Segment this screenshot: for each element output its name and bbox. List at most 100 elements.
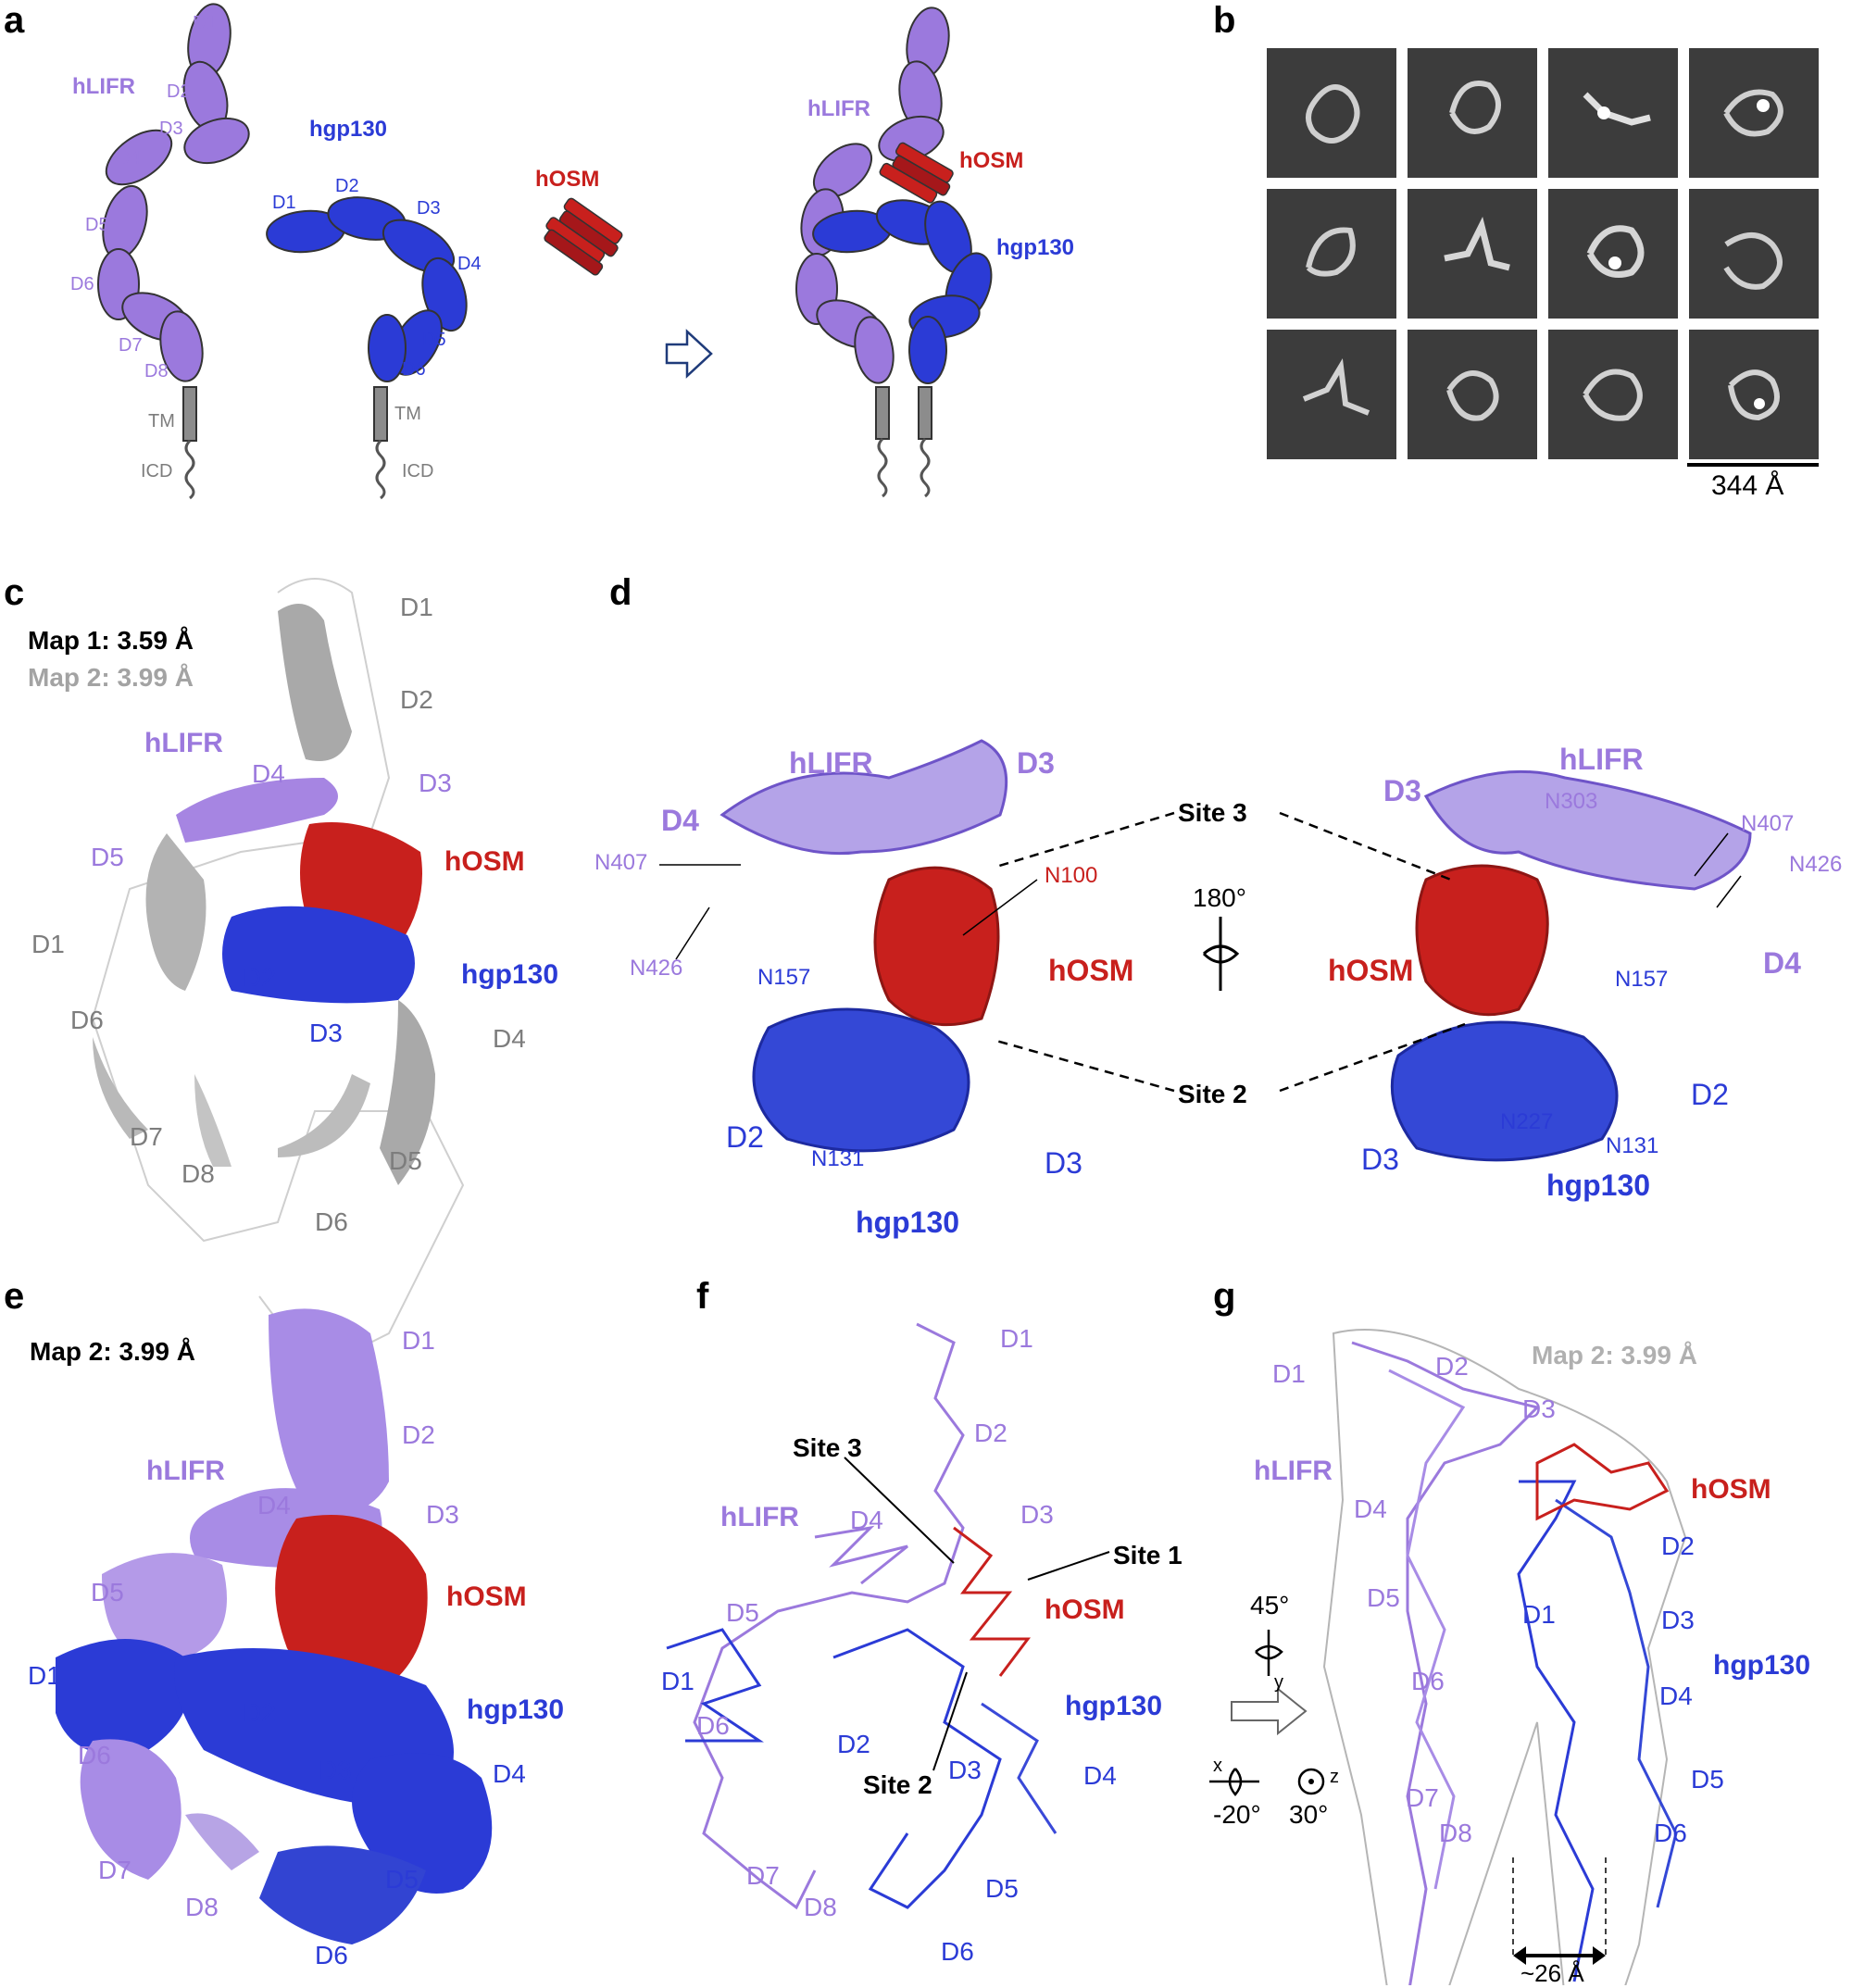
d-left-hlifr-label: hLIFR — [789, 746, 873, 780]
d-right-n407: N407 — [1741, 811, 1795, 836]
class-average — [1689, 189, 1819, 319]
c-gp130-d6: D6 — [315, 1207, 348, 1236]
d-left-d4-label: D4 — [661, 804, 699, 837]
class-average — [1408, 189, 1537, 319]
c-gp130-d1: D1 — [31, 930, 65, 958]
a-lifr-d6: D6 — [70, 274, 94, 294]
class-average — [1548, 330, 1678, 459]
class-average — [1689, 330, 1819, 459]
d-left-n100: N100 — [1045, 863, 1098, 888]
f-hosm-label: hOSM — [1045, 1594, 1125, 1625]
d-rotation-label: 180° — [1193, 883, 1246, 912]
panel-label-g: g — [1213, 1276, 1236, 1317]
d-right-d3-gp130-label: D3 — [1361, 1143, 1399, 1176]
g-axis-z: z — [1330, 1767, 1339, 1787]
gp130-chain-bound — [812, 199, 993, 384]
a-lifr-d2: D2 — [167, 81, 191, 102]
g-map2-label: Map 2: 3.99 Å — [1532, 1341, 1697, 1369]
f-hgp130-label: hgp130 — [1065, 1691, 1163, 1721]
a-lifr-d3: D3 — [159, 119, 183, 139]
c-lifr-d1: D1 — [400, 593, 433, 621]
a-gp130-d3: D3 — [417, 198, 441, 219]
gp130-chain-unbound — [266, 196, 468, 382]
c-lifr-d5: D5 — [91, 843, 124, 871]
g-hlifr-label: hLIFR — [1254, 1456, 1333, 1486]
process-arrow — [665, 329, 713, 379]
lifr-chain-unbound — [97, 3, 250, 382]
a-hosm-label: hOSM — [535, 167, 600, 192]
e-map2-label: Map 2: 3.99 Å — [30, 1337, 195, 1366]
class-average — [1548, 189, 1678, 319]
c-lifr-d7: D7 — [130, 1122, 163, 1151]
g-axis-x: x — [1213, 1756, 1222, 1776]
a-gp130-d5: D5 — [422, 330, 446, 350]
c-lifr-d4: D4 — [252, 759, 285, 788]
d-left-n157: N157 — [757, 965, 811, 990]
a-gp130-d1: D1 — [272, 193, 296, 213]
class-average — [1408, 330, 1537, 459]
c-gp130-d3: D3 — [309, 1019, 343, 1047]
d-site2-label: Site 2 — [1178, 1080, 1247, 1108]
a-gp130-d4: D4 — [457, 254, 482, 274]
d-left-d3-gp130-label: D3 — [1045, 1146, 1082, 1180]
e-hlifr-label: hLIFR — [146, 1456, 225, 1486]
scale-bar — [1687, 463, 1819, 467]
f-site3-label: Site 3 — [793, 1433, 862, 1462]
a-tm-label-2: TM — [394, 404, 421, 424]
g-hosm-label: hOSM — [1691, 1474, 1771, 1505]
d-site3-label: Site 3 — [1178, 798, 1247, 827]
panel-label-e: e — [4, 1276, 25, 1317]
c-hgp130-label: hgp130 — [461, 959, 559, 990]
c-hlifr-label: hLIFR — [144, 728, 223, 758]
d-left-d2-label: D2 — [726, 1120, 764, 1154]
a-complex-hosm-label: hOSM — [959, 148, 1024, 173]
a-lifr-d5: D5 — [85, 215, 109, 235]
panel-label-c: c — [4, 572, 25, 613]
class-average — [1548, 48, 1678, 178]
a-gp130-d6: D6 — [402, 359, 426, 380]
c-lifr-d2: D2 — [400, 685, 433, 714]
c-lifr-d8: D8 — [181, 1159, 215, 1188]
d-left-n426: N426 — [630, 956, 683, 981]
e-hosm-label: hOSM — [446, 1582, 527, 1612]
d-right-hgp130-label: hgp130 — [1546, 1169, 1651, 1202]
f-hlifr-label: hLIFR — [720, 1502, 799, 1532]
osm-helix-bundle-bound — [879, 142, 954, 204]
d-right-hosm-label: hOSM — [1328, 954, 1414, 987]
class-average — [1267, 48, 1396, 178]
a-complex-hgp130-label: hgp130 — [996, 235, 1075, 260]
d-right-n303: N303 — [1545, 789, 1598, 814]
d-right-hlifr-label: hLIFR — [1559, 743, 1644, 776]
f-site2-label: Site 2 — [863, 1770, 932, 1799]
c-gp130-d5: D5 — [389, 1146, 422, 1175]
a-lifr-d4: D4 — [117, 148, 141, 169]
a-lifr-d8: D8 — [144, 361, 169, 381]
c-lifr-d3: D3 — [419, 769, 452, 797]
a-lifr-d7: D7 — [119, 335, 143, 356]
class-average — [1689, 48, 1819, 178]
class-average — [1267, 330, 1396, 459]
a-hlifr-label: hLIFR — [72, 74, 135, 99]
lifr-chain-bound — [795, 6, 950, 384]
class-average — [1408, 48, 1537, 178]
d-left-n131: N131 — [811, 1146, 865, 1171]
d-right-n227: N227 — [1500, 1109, 1554, 1134]
d-left-d3-label: D3 — [1017, 746, 1055, 780]
g-rot-x: -20° — [1213, 1800, 1261, 1829]
panel-label-f: f — [696, 1276, 709, 1317]
panel-label-b: b — [1213, 0, 1236, 41]
g-rot-y: 45° — [1250, 1591, 1290, 1619]
d-left-hosm-label: hOSM — [1048, 954, 1134, 987]
a-gp130-d2: D2 — [335, 176, 359, 196]
panel-label-a: a — [4, 0, 25, 41]
d-left-n407: N407 — [594, 850, 648, 875]
c-map1-label: Map 1: 3.59 Å — [28, 626, 194, 655]
a-icd-label-2: ICD — [402, 461, 434, 481]
d-left-hgp130-label: hgp130 — [856, 1206, 960, 1239]
c-lifr-d6: D6 — [70, 1006, 104, 1034]
f-site1-label: Site 1 — [1113, 1541, 1183, 1569]
a-icd-label-1: ICD — [141, 461, 173, 481]
a-tm-label-1: TM — [148, 411, 175, 431]
d-right-d3-label: D3 — [1383, 774, 1421, 807]
a-complex-hlifr-label: hLIFR — [807, 96, 870, 121]
